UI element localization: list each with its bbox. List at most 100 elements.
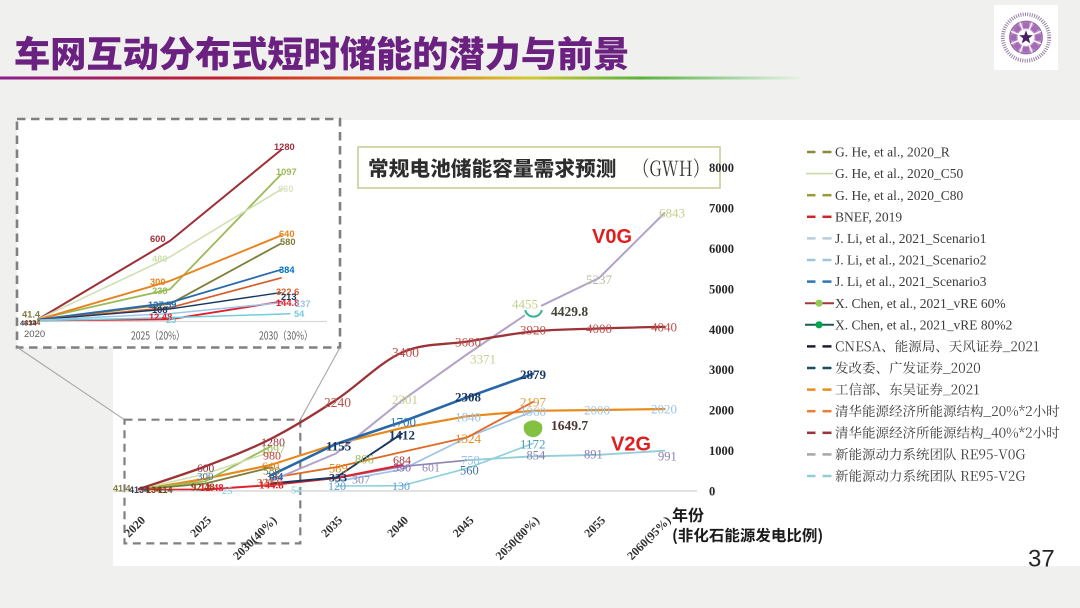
svg-text:J. Li, et al., 2021_Scenario3: J. Li, et al., 2021_Scenario3 (835, 274, 987, 289)
svg-text:5237: 5237 (586, 272, 613, 287)
svg-text:1097: 1097 (276, 167, 297, 177)
svg-text:854: 854 (527, 449, 547, 463)
svg-text:92.48: 92.48 (191, 483, 215, 494)
svg-text:238: 238 (152, 286, 168, 296)
svg-text:V0G: V0G (592, 226, 632, 248)
svg-text:384: 384 (279, 265, 295, 275)
svg-text:1412: 1412 (389, 428, 415, 443)
svg-text:307: 307 (352, 473, 370, 487)
svg-text:1280: 1280 (261, 435, 285, 449)
svg-text:560: 560 (460, 464, 479, 478)
svg-text:1649.7: 1649.7 (551, 418, 588, 433)
svg-text:144.8: 144.8 (276, 298, 299, 308)
svg-text:2020: 2020 (651, 402, 677, 417)
svg-text:130: 130 (392, 479, 410, 493)
svg-text:322.6: 322.6 (257, 477, 282, 489)
svg-text:G. He, et al., 2020_C50: G. He, et al., 2020_C50 (835, 166, 963, 181)
svg-text:1097: 1097 (261, 442, 285, 456)
svg-text:1000: 1000 (709, 444, 734, 458)
svg-text:1172: 1172 (520, 437, 546, 452)
svg-text:BNEF, 2019: BNEF, 2019 (835, 209, 902, 224)
svg-text:580: 580 (280, 237, 296, 247)
svg-text:5000: 5000 (709, 282, 734, 296)
svg-text:4000: 4000 (709, 323, 734, 337)
svg-text:891: 891 (584, 448, 603, 462)
svg-text:114: 114 (158, 485, 173, 495)
svg-text:758: 758 (461, 454, 480, 468)
svg-text:X. Chen, et al., 2021_vRE 60%: X. Chen, et al., 2021_vRE 60% (835, 296, 1006, 311)
svg-text:7000: 7000 (709, 202, 734, 216)
svg-text:806: 806 (355, 453, 374, 467)
svg-text:1280: 1280 (274, 142, 295, 152)
svg-text:6843: 6843 (659, 206, 685, 221)
svg-text:601: 601 (422, 461, 440, 475)
svg-text:37: 37 (1028, 546, 1055, 573)
svg-text:144.8: 144.8 (259, 480, 284, 492)
svg-text:108: 108 (152, 305, 168, 315)
svg-text:1840: 1840 (455, 410, 481, 425)
svg-text:134: 134 (146, 485, 161, 495)
svg-text:54: 54 (291, 486, 302, 497)
svg-text:V2G: V2G (611, 434, 651, 456)
svg-text:J. Li, et al., 2021_Scenario2: J. Li, et al., 2021_Scenario2 (835, 253, 986, 268)
svg-text:2240: 2240 (324, 395, 351, 410)
svg-text:8000: 8000 (709, 161, 734, 175)
svg-text:580: 580 (263, 466, 281, 478)
svg-text:25: 25 (166, 315, 176, 325)
svg-text:4114: 4114 (24, 318, 41, 327)
svg-text:480: 480 (152, 254, 168, 264)
svg-text:1324: 1324 (455, 431, 482, 446)
svg-text:3371: 3371 (470, 352, 496, 367)
svg-text:590: 590 (393, 461, 411, 475)
svg-text:1700: 1700 (390, 415, 416, 430)
svg-text:322.6: 322.6 (276, 287, 299, 297)
svg-text:640: 640 (279, 229, 295, 239)
svg-text:12.48: 12.48 (149, 312, 172, 322)
svg-text:600: 600 (197, 463, 215, 475)
svg-text:960: 960 (278, 184, 294, 194)
svg-text:4000: 4000 (586, 321, 612, 336)
svg-text:300: 300 (150, 277, 166, 287)
svg-text:120: 120 (328, 479, 346, 493)
svg-text:41.4: 41.4 (113, 484, 131, 494)
svg-text:6000: 6000 (709, 242, 734, 256)
svg-text:2000: 2000 (709, 404, 734, 418)
svg-text:0: 0 (709, 484, 715, 498)
svg-text:G. He, et al., 2020_C80: G. He, et al., 2020_C80 (835, 188, 963, 203)
svg-text:980: 980 (263, 449, 281, 463)
svg-text:137: 137 (295, 299, 311, 309)
svg-text:4334: 4334 (20, 319, 38, 328)
svg-text:600: 600 (150, 234, 166, 244)
svg-text:41.4: 41.4 (22, 310, 41, 320)
svg-text:4429.8: 4429.8 (551, 304, 588, 319)
svg-text:4134: 4134 (129, 485, 149, 495)
svg-text:333: 333 (329, 471, 347, 485)
svg-text:X. Chen, et al., 2021_vRE 80%2: X. Chen, et al., 2021_vRE 80%2 (835, 317, 1012, 332)
svg-text:3400: 3400 (392, 345, 419, 360)
svg-text:2000: 2000 (584, 403, 610, 418)
svg-text:2879: 2879 (520, 367, 547, 382)
svg-text:137.59: 137.59 (148, 300, 176, 310)
svg-text:684: 684 (393, 453, 411, 467)
svg-text:3680: 3680 (455, 335, 481, 350)
svg-text:25: 25 (222, 486, 233, 497)
svg-text:3920: 3920 (520, 323, 546, 338)
svg-text:J. Li, et al., 2021_Scenario1: J. Li, et al., 2021_Scenario1 (835, 231, 986, 246)
svg-text:2301: 2301 (392, 392, 418, 407)
svg-text:1960: 1960 (520, 404, 546, 419)
svg-text:4455: 4455 (512, 297, 538, 312)
svg-text:640: 640 (262, 461, 280, 473)
svg-text:384: 384 (266, 472, 284, 484)
svg-text:G. He, et al., 2020_R: G. He, et al., 2020_R (835, 145, 950, 160)
svg-text:589: 589 (329, 462, 348, 476)
svg-text:991: 991 (658, 450, 677, 464)
svg-text:12.48: 12.48 (200, 483, 224, 494)
svg-text:2197: 2197 (520, 395, 547, 410)
svg-text:54: 54 (294, 309, 305, 319)
svg-text:2308: 2308 (455, 390, 482, 405)
svg-text:3000: 3000 (709, 363, 734, 377)
svg-text:1155: 1155 (326, 439, 352, 454)
svg-text:213: 213 (281, 292, 297, 302)
svg-text:2020: 2020 (24, 329, 45, 340)
svg-text:4040: 4040 (651, 320, 677, 335)
